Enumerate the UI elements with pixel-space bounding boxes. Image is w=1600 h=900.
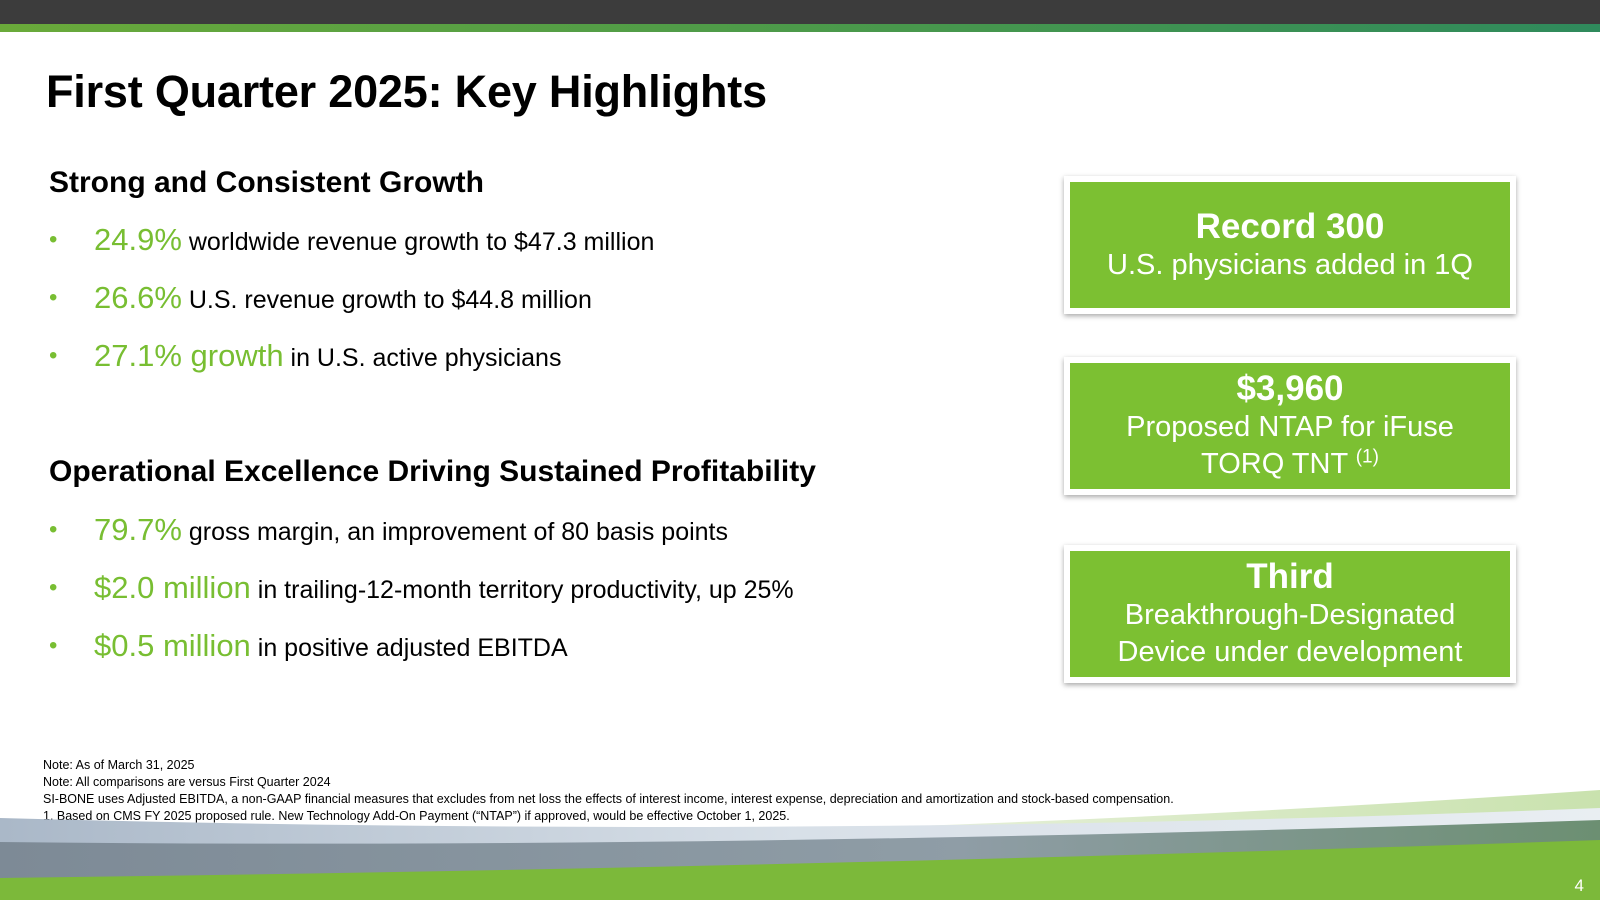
footnote-line: Note: All comparisons are versus First Q… [43, 775, 331, 789]
card-headline: $3,960 [1236, 369, 1344, 408]
bullet-highlight: 27.1% growth [94, 338, 284, 373]
top-bar [0, 0, 1600, 24]
bullet-text: U.S. revenue growth to $44.8 million [188, 286, 592, 314]
card-headline: Third [1246, 557, 1334, 596]
card-subtitle-line2: TORQ TNT [1201, 448, 1348, 480]
card-subtitle: Proposed NTAP for iFuse [1126, 411, 1454, 443]
physicians-card: Record 300 U.S. physicians added in 1Q [1064, 176, 1516, 314]
bottom-wave-decoration [0, 790, 1600, 900]
bullet-icon: • [49, 516, 58, 543]
bullet-icon: • [49, 226, 58, 253]
footnotes: Note: As of March 31, 2025 Note: All com… [43, 757, 1174, 825]
bullet-text: worldwide revenue growth to $47.3 millio… [188, 228, 655, 256]
bullet-highlight: $0.5 million [94, 628, 251, 663]
bullet-icon: • [49, 342, 58, 369]
footnote-line: SI-BONE uses Adjusted EBITDA, a non-GAAP… [43, 792, 1174, 806]
bullet-highlight: 24.9% [94, 222, 182, 257]
card-subtitle: U.S. physicians added in 1Q [1107, 248, 1473, 281]
bullet-icon: • [49, 574, 58, 601]
growth-heading: Strong and Consistent Growth [49, 166, 484, 199]
footnote-line: 1. Based on CMS FY 2025 proposed rule. N… [43, 809, 790, 823]
footnote-line: Note: As of March 31, 2025 [43, 758, 195, 772]
card-headline: Record 300 [1195, 206, 1385, 246]
operations-heading: Operational Excellence Driving Sustained… [49, 455, 816, 488]
bullet-icon: • [49, 284, 58, 311]
ntap-card: $3,960 Proposed NTAP for iFuse TORQ TNT … [1064, 357, 1516, 495]
bullet-highlight: 26.6% [94, 280, 182, 315]
breakthrough-card: Third Breakthrough-Designated Device und… [1064, 545, 1516, 683]
bullet-icon: • [49, 632, 58, 659]
bullet-text: gross margin, an improvement of 80 basis… [188, 518, 729, 546]
bullet-text: in positive adjusted EBITDA [257, 634, 568, 662]
card-subtitle: Breakthrough-Designated [1124, 599, 1456, 631]
card-subtitle-line2: Device under development [1117, 636, 1463, 668]
bullet-highlight: 79.7% [94, 512, 182, 547]
bullet-highlight: $2.0 million [94, 570, 251, 605]
bullet-text: in U.S. active physicians [290, 344, 562, 372]
bullet-text: in trailing-12-month territory productiv… [257, 576, 794, 604]
top-accent-line [0, 24, 1600, 32]
slide-title: First Quarter 2025: Key Highlights [46, 66, 767, 117]
page-number: 4 [1574, 876, 1584, 895]
footnote-marker: (1) [1355, 446, 1379, 468]
